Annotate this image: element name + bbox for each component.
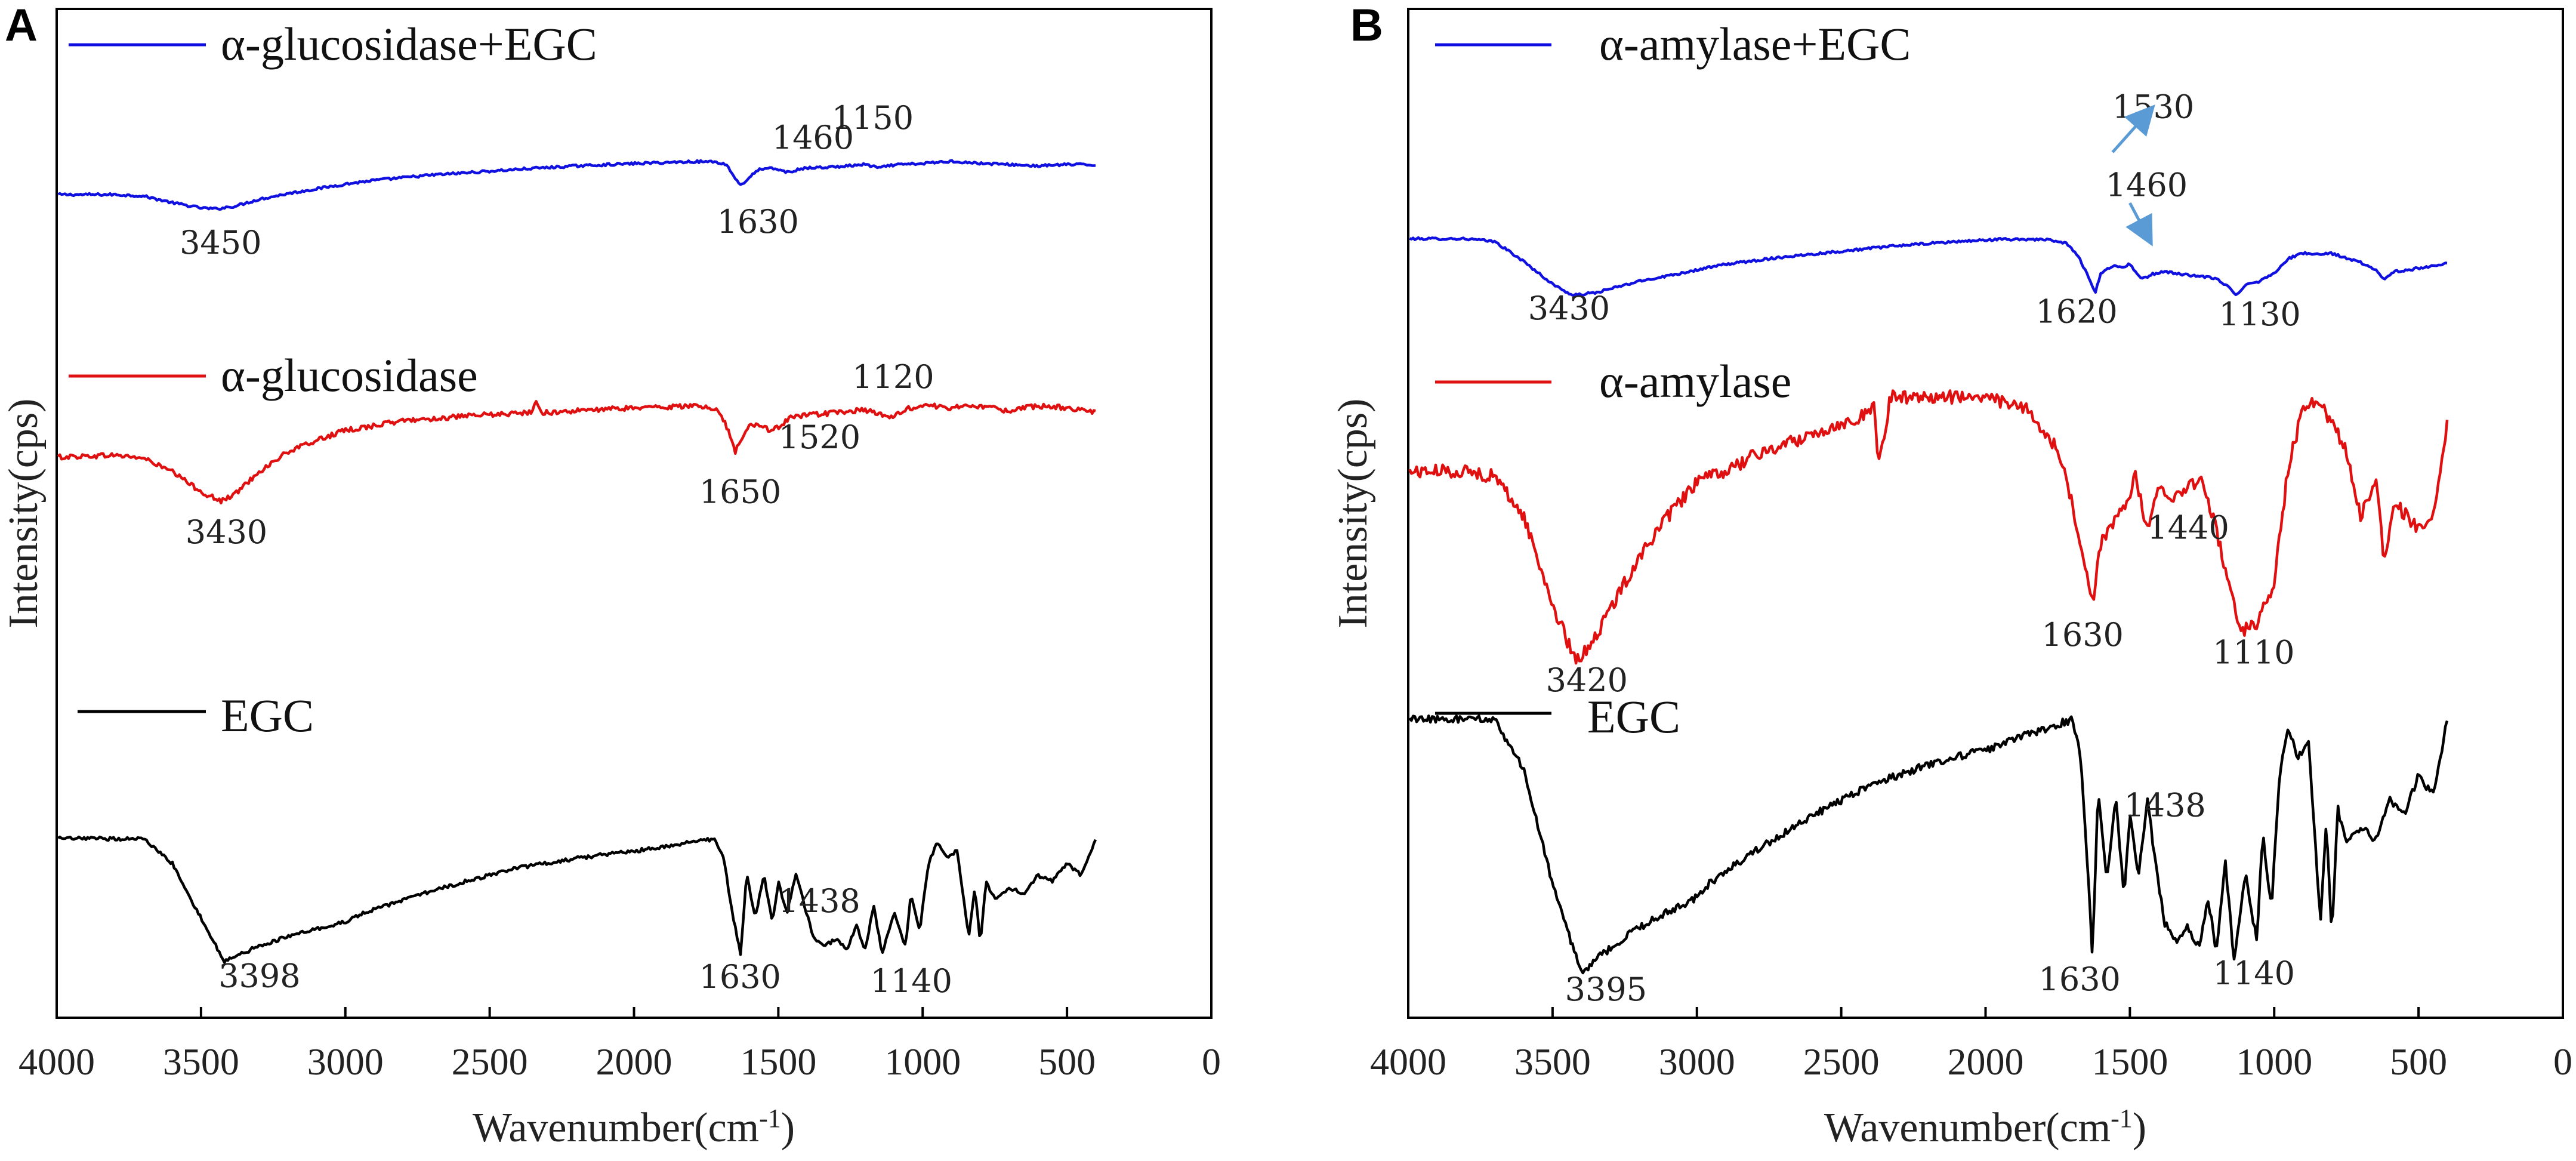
x-tick-label: 500	[2390, 1040, 2447, 1083]
series-line	[1408, 714, 2449, 975]
peak-label: 1460	[2106, 166, 2188, 204]
x-tick-label: 4000	[18, 1040, 95, 1083]
legend-label: α-glucosidase+EGC	[221, 18, 597, 70]
x-ticks-b: 4000 3500 3000 2500 2000 1500 1000 500 0	[1370, 1007, 2572, 1083]
x-ticks-a: 4000 3500 3000 2500 2000 1500 1000 500 0	[18, 1007, 1221, 1083]
series-line	[1408, 389, 2449, 665]
x-tick-label: 2000	[596, 1040, 672, 1083]
x-tick-label: 2500	[452, 1040, 528, 1083]
peak-label: 1438	[778, 882, 860, 920]
x-tick-label: 1500	[2091, 1040, 2168, 1083]
series-line	[1409, 236, 2448, 297]
peak-label: 1110	[2213, 634, 2294, 672]
peak-label: 3420	[1546, 661, 1628, 699]
panel-letter-a: A	[5, 0, 38, 51]
x-tick-label: 0	[2553, 1040, 2572, 1083]
peak-label: 3450	[180, 224, 261, 261]
peak-label: 1150	[832, 99, 914, 137]
series-line	[57, 159, 1096, 211]
peak-label: 1130	[2219, 295, 2300, 333]
x-tick-label: 1000	[2236, 1040, 2312, 1083]
x-tick-label: 4000	[1370, 1040, 1446, 1083]
legend-b: α-amylase+EGC α-amylase EGC	[1435, 18, 1911, 743]
legend-a: α-glucosidase+EGC α-glucosidase EGC	[69, 18, 597, 741]
series-layer-a	[57, 159, 1097, 964]
annotation-arrow	[2111, 104, 2155, 153]
x-axis-label-b: Wavenumber(cm-1)	[1824, 1104, 2146, 1151]
x-tick-label: 3500	[1514, 1040, 1591, 1083]
peak-label: 1630	[699, 958, 780, 996]
x-tick-label: 0	[1202, 1040, 1221, 1083]
x-axis-label-close-a: )	[781, 1105, 795, 1151]
x-tick-label: 2500	[1803, 1040, 1880, 1083]
peak-label: 1520	[779, 418, 860, 456]
peak-label: 1438	[2124, 787, 2205, 824]
x-tick-label: 3000	[307, 1040, 384, 1083]
y-axis-label-b: Intensity(cps)	[1330, 399, 1376, 629]
x-axis-label-sup-b: -1	[2111, 1104, 2133, 1133]
x-tick-label: 500	[1038, 1040, 1096, 1083]
x-axis-label-sup-a: -1	[759, 1104, 781, 1133]
x-tick-label: 1500	[740, 1040, 816, 1083]
peak-label: 1530	[2112, 88, 2194, 126]
series-line	[57, 835, 1097, 964]
peak-label: 3430	[1528, 290, 1610, 327]
legend-label: α-amylase+EGC	[1599, 18, 1911, 70]
annotation-arrow	[2125, 202, 2153, 247]
peak-label: 1140	[2213, 954, 2295, 992]
peak-label: 1440	[2147, 509, 2229, 547]
peak-labels-b: 3430 1620 1530 1460 1130 3420 1630 1440 1110 3395…	[1528, 88, 2301, 1008]
peak-label: 1650	[699, 473, 781, 511]
peak-label: 1140	[871, 962, 952, 1000]
series-line	[57, 400, 1096, 505]
x-axis-label-close-b: )	[2133, 1105, 2146, 1151]
peak-label: 1620	[2035, 292, 2117, 330]
legend-label: α-glucosidase	[221, 349, 478, 401]
peak-label: 1630	[717, 203, 798, 241]
peak-label: 1630	[2041, 616, 2123, 654]
x-tick-label: 3500	[163, 1040, 239, 1083]
x-axis-label-a: Wavenumber(cm-1)	[473, 1104, 795, 1151]
peak-label: 3430	[186, 513, 267, 551]
peak-label: 3398	[218, 957, 300, 994]
x-tick-label: 2000	[1948, 1040, 2024, 1083]
y-axis-label-a: Intensity(cps)	[1, 399, 47, 629]
x-axis-label-text-a: Wavenumber(cm	[473, 1105, 759, 1151]
peak-label: 1120	[852, 358, 934, 396]
panel-b: B 4000 3500 3000 2500 2000 1500 1000 500 0 3430 1…	[1330, 0, 2572, 1151]
series-layer-b	[1408, 236, 2449, 975]
legend-label: α-amylase	[1599, 355, 1791, 407]
panel-letter-b: B	[1350, 0, 1383, 51]
x-axis-label-text-b: Wavenumber(cm	[1824, 1105, 2111, 1151]
x-tick-label: 1000	[884, 1040, 961, 1083]
peak-label: 1460	[772, 119, 854, 156]
panel-a: A 4000 3500 3000 2500 2000 1500 1000 500 0 3450 1…	[1, 0, 1221, 1151]
plot-frame-b	[1407, 8, 2564, 1019]
x-tick-label: 3000	[1659, 1040, 1735, 1083]
peak-label: 3395	[1565, 971, 1647, 1008]
legend-label: EGC	[221, 689, 314, 741]
legend-label: EGC	[1587, 691, 1680, 743]
peak-label: 1630	[2038, 960, 2120, 998]
